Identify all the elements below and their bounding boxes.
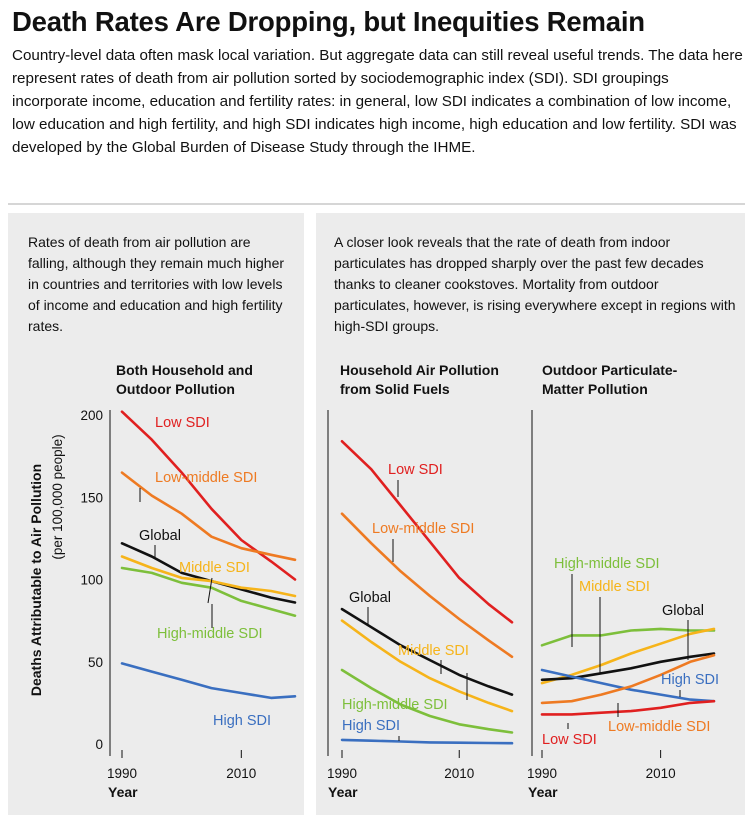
series-label: Low SDI: [155, 415, 210, 431]
x-axis-title: Year: [108, 784, 138, 800]
series-label: Low SDI: [388, 462, 443, 478]
series-label: Low-middle SDI: [608, 719, 710, 735]
series-line: [120, 471, 297, 562]
series-line: [540, 668, 716, 703]
y-axis-subtitle: (per 100,000 people): [50, 434, 65, 559]
x-tick-label: 1990: [527, 766, 557, 781]
series-label: Middle SDI: [179, 560, 250, 576]
series-label: Middle SDI: [579, 579, 650, 595]
series-line: [540, 653, 716, 705]
chart-title-line: Outdoor Pollution: [116, 381, 235, 397]
series-label: Low-middle SDI: [155, 470, 257, 486]
chart-title-line: Both Household and: [116, 362, 253, 378]
series-line: [120, 662, 297, 700]
right-panel: [316, 213, 745, 815]
series-line: [340, 512, 514, 659]
left-panel-text: Rates of death from air pollution are fa…: [28, 234, 285, 334]
series-line: [540, 627, 716, 685]
y-axis-title: Deaths Attributable to Air Pollution: [28, 464, 44, 696]
series-label: High-middle SDI: [554, 556, 660, 572]
series-label: Global: [139, 528, 181, 544]
label-leader-line: [207, 577, 213, 604]
x-tick-label: 2010: [444, 766, 474, 781]
chart-title-line: Outdoor Particulate-: [542, 362, 678, 378]
series-line: [340, 439, 514, 624]
series-label: Low-middle SDI: [372, 521, 474, 537]
series-line: [540, 699, 716, 716]
series-label: High SDI: [661, 672, 719, 688]
series-label: High-middle SDI: [342, 697, 448, 713]
series-line: [540, 652, 716, 682]
series-line: [340, 738, 514, 745]
series-label: High-middle SDI: [157, 626, 263, 642]
series-line: [120, 410, 297, 581]
series-line: [120, 566, 297, 618]
series-label: High SDI: [213, 713, 271, 729]
x-tick-label: 2010: [646, 766, 676, 781]
series-line: [340, 668, 514, 734]
series-label: Global: [349, 590, 391, 606]
series-label: High SDI: [342, 718, 400, 734]
series-line: [340, 619, 514, 713]
divider: [8, 203, 745, 205]
x-tick-label: 1990: [327, 766, 357, 781]
page-title: Death Rates Are Dropping, but Inequities…: [12, 6, 645, 37]
left-panel: [8, 213, 304, 815]
y-tick-label: 100: [80, 573, 103, 588]
series-label: Middle SDI: [398, 643, 469, 659]
chart-title-line: from Solid Fuels: [340, 381, 450, 397]
series-label: Global: [662, 603, 704, 619]
chart-title-line: Matter Pollution: [542, 381, 648, 397]
series-line: [340, 607, 514, 696]
y-tick-label: 200: [80, 408, 103, 423]
intro-paragraph: Country-level data often mask local vari…: [12, 47, 743, 156]
x-tick-label: 2010: [226, 766, 256, 781]
series-label: Low SDI: [542, 732, 597, 748]
y-tick-label: 0: [95, 737, 103, 752]
chart-title-line: Household Air Pollution: [340, 362, 499, 378]
y-tick-label: 50: [88, 655, 103, 670]
x-tick-label: 1990: [107, 766, 137, 781]
y-tick-label: 150: [80, 490, 103, 505]
right-panel-text: A closer look reveals that the rate of d…: [334, 234, 736, 334]
x-axis-title: Year: [528, 784, 558, 800]
x-axis-title: Year: [328, 784, 358, 800]
